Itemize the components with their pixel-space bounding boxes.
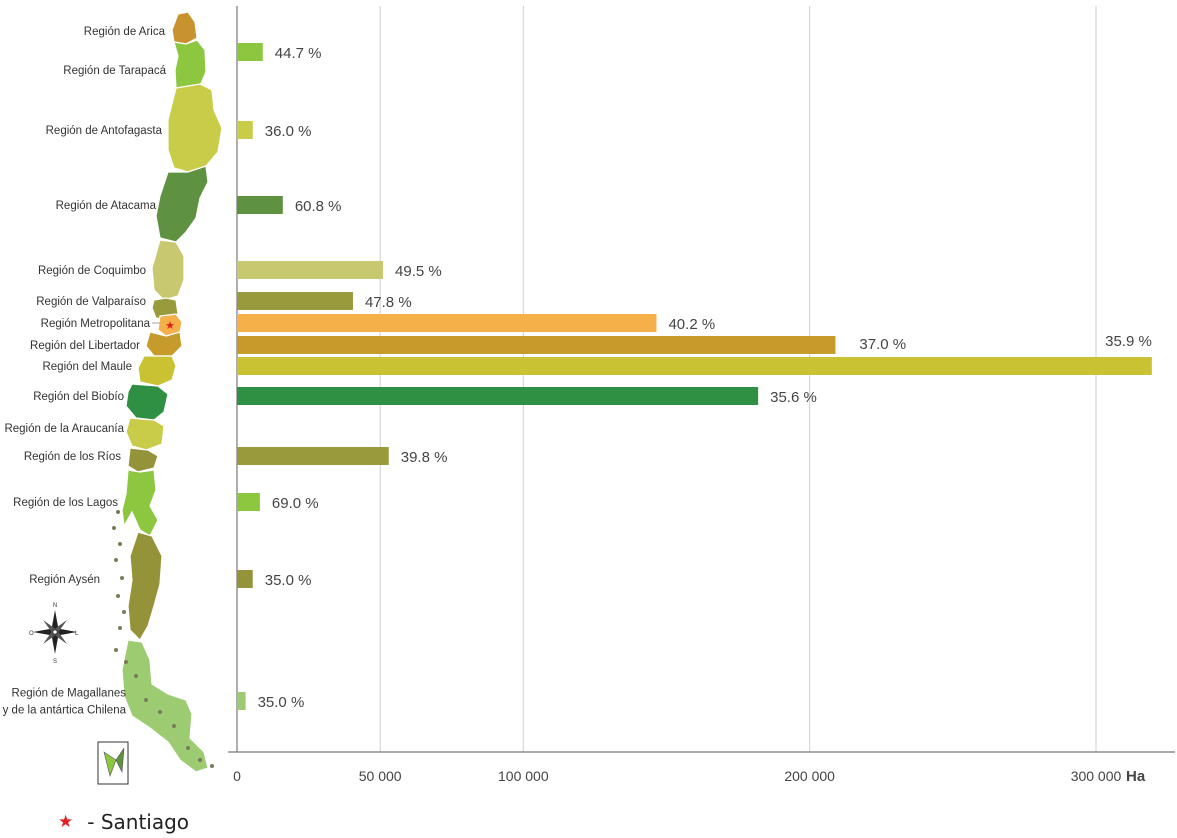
map-island xyxy=(114,558,118,562)
x-tick-label: 0 xyxy=(233,768,241,784)
bar-value-label: 44.7 % xyxy=(275,45,322,62)
region-label: Región de Atacama xyxy=(56,200,157,212)
region-label: Región de los Ríos xyxy=(24,451,121,463)
region-label: Región de Antofagasta xyxy=(46,125,163,137)
bar-value-label: 35.0 % xyxy=(265,572,312,589)
inset-shape xyxy=(115,747,125,774)
region-label: Región de los Lagos xyxy=(13,497,118,509)
bar xyxy=(237,314,657,332)
map-island xyxy=(198,758,202,762)
map-island xyxy=(112,526,116,530)
map-island xyxy=(116,594,120,598)
bar-value-label: 47.8 % xyxy=(365,294,412,311)
bar-value-label: 35.9 % xyxy=(1105,333,1152,350)
x-tick-label: 200 000 xyxy=(784,768,835,784)
bar-value-label: 35.6 % xyxy=(770,389,817,406)
bar-value-label: 49.5 % xyxy=(395,263,442,280)
gridlines xyxy=(228,6,1175,753)
map-region-magallanes xyxy=(121,639,209,773)
map-region-coquimbo xyxy=(151,239,185,301)
chile-map: ★ xyxy=(112,11,223,773)
compass-letter-n: N xyxy=(53,603,57,609)
region-label: Región de Coquimbo xyxy=(38,265,146,277)
map-region-arica xyxy=(171,11,198,45)
bars xyxy=(237,43,1152,710)
x-axis-ticks: 0 50 000 100 000 200 000 300 000 Ha xyxy=(233,768,1146,785)
map-island xyxy=(144,698,148,702)
map-region-aysen xyxy=(127,531,163,641)
region-label: Región de la Araucanía xyxy=(4,423,124,435)
map-region-loslagos xyxy=(121,469,159,537)
map-island xyxy=(124,660,128,664)
region-label: Región del Libertador xyxy=(30,340,140,352)
map-island xyxy=(116,510,120,514)
region-label: Región Metropolitana xyxy=(41,318,151,330)
bar-value-label: 60.8 % xyxy=(295,198,342,215)
bar-value-label: 69.0 % xyxy=(272,495,319,512)
x-axis-unit-label: Ha xyxy=(1126,768,1146,785)
map-region-tarapaca xyxy=(173,39,207,91)
map-island xyxy=(158,710,162,714)
map-region-libertador xyxy=(145,331,183,357)
region-label: y de la antártica Chilena xyxy=(3,705,127,717)
map-region-atacama xyxy=(155,165,209,243)
map-inset-icon xyxy=(97,741,129,785)
bar xyxy=(237,196,283,214)
bar-value-label: 36.0 % xyxy=(265,123,312,140)
map-island xyxy=(120,576,124,580)
map-region-losrios xyxy=(127,447,159,473)
x-tick-label: 100 000 xyxy=(498,768,549,784)
legend: ★ - Santiago xyxy=(58,810,189,834)
bar xyxy=(237,357,1152,375)
map-island xyxy=(118,626,122,630)
compass-rose-icon: N S L O xyxy=(29,603,79,665)
map-island xyxy=(118,542,122,546)
bar-value-label: 40.2 % xyxy=(668,316,715,333)
bar xyxy=(237,121,253,139)
map-island xyxy=(134,674,138,678)
santiago-map-star-icon: ★ xyxy=(165,319,175,332)
percentage-labels: 44.7 % 36.0 % 60.8 % 49.5 % 47.8 % 40.2 % 37.0… xyxy=(258,45,1152,711)
map-region-biobio xyxy=(125,383,169,421)
bar xyxy=(237,692,246,710)
bar xyxy=(237,493,260,511)
region-label: Región de Valparaíso xyxy=(36,296,146,308)
map-region-maule xyxy=(137,355,177,387)
bar xyxy=(237,261,384,279)
map-island xyxy=(122,610,126,614)
bar-value-label: 37.0 % xyxy=(859,336,906,353)
compass-letter-s: S xyxy=(53,659,57,665)
region-label: Región Aysén xyxy=(29,574,100,586)
bar xyxy=(237,292,353,310)
region-label: Región del Maule xyxy=(42,361,132,373)
x-tick-label: 300 000 xyxy=(1071,768,1122,784)
map-island xyxy=(172,724,176,728)
bar xyxy=(237,387,759,405)
compass-letter-w: O xyxy=(29,631,34,637)
map-region-araucania xyxy=(125,417,165,451)
map-region-antofagasta xyxy=(167,83,223,173)
bar xyxy=(237,336,836,354)
map-island xyxy=(186,746,190,750)
santiago-star-icon: ★ xyxy=(58,812,74,832)
compass-center xyxy=(52,629,58,635)
bar xyxy=(237,43,263,61)
compass-letter-e: L xyxy=(75,631,79,637)
region-labels: Región de Arica Región de Tarapacá Región … xyxy=(3,26,167,717)
region-label: Región del Biobío xyxy=(33,391,124,403)
legend-label: - Santiago xyxy=(87,810,190,834)
bar xyxy=(237,447,389,465)
bar-value-label: 39.8 % xyxy=(401,449,448,466)
inset-shape xyxy=(103,751,117,778)
bar xyxy=(237,570,253,588)
x-tick-label: 50 000 xyxy=(359,768,402,784)
region-label: Región de Tarapacá xyxy=(63,65,166,77)
region-label: Región de Magallanes xyxy=(12,688,127,700)
map-island xyxy=(114,648,118,652)
map-island xyxy=(210,764,214,768)
bar-value-label: 35.0 % xyxy=(258,694,305,711)
region-label: Región de Arica xyxy=(84,26,166,38)
